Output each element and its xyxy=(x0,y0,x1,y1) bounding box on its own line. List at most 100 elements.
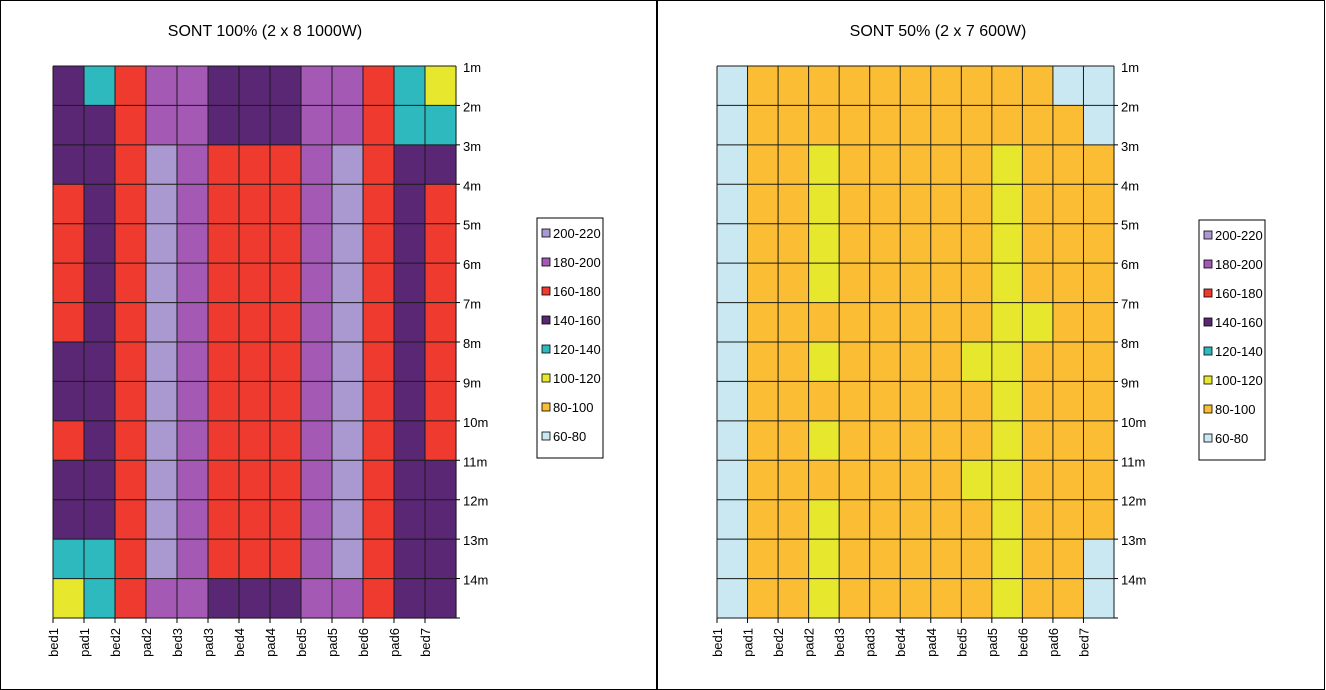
heatmap-cell xyxy=(1052,184,1085,225)
heatmap-cell xyxy=(146,420,178,461)
heatmap-cell xyxy=(363,302,395,343)
heatmap-cell xyxy=(808,144,840,185)
heatmap-cell xyxy=(900,539,932,580)
heatmap-cell xyxy=(394,539,426,580)
heatmap-cell xyxy=(808,105,840,146)
heatmap-cell xyxy=(208,539,240,580)
heatmap-cell xyxy=(301,105,333,146)
heatmap-cell xyxy=(239,144,271,185)
heatmap-cell xyxy=(146,460,178,501)
heatmap-cell xyxy=(747,105,779,146)
heatmap-cell xyxy=(961,460,993,501)
heatmap-cell xyxy=(808,460,840,501)
heatmap-cell xyxy=(363,144,395,185)
heatmap-cell xyxy=(961,499,993,540)
heatmap-cell xyxy=(84,184,116,225)
x-tick-label: pad3 xyxy=(863,628,878,657)
legend-swatch xyxy=(1203,433,1213,443)
heatmap-cell xyxy=(84,66,116,107)
y-tick-label: 1m xyxy=(1121,60,1139,75)
x-tick-label: pad5 xyxy=(985,628,1000,657)
heatmap-cell xyxy=(717,420,749,461)
heatmap-cell xyxy=(961,302,993,343)
heatmap-cell xyxy=(363,342,395,383)
heatmap-cell xyxy=(808,263,840,304)
heatmap-cell xyxy=(115,578,147,619)
heatmap-cell xyxy=(394,66,426,107)
legend-label: 200-220 xyxy=(553,226,601,241)
heatmap-cell xyxy=(425,342,457,383)
heatmap-cell xyxy=(1083,105,1115,146)
x-tick-label: bed6 xyxy=(1015,628,1030,657)
heatmap-cell xyxy=(747,66,779,107)
legend-label: 120-140 xyxy=(553,342,601,357)
heatmap-cell xyxy=(363,460,395,501)
y-tick-label: 7m xyxy=(1121,297,1139,312)
heatmap-cell xyxy=(363,578,395,619)
heatmap-cell xyxy=(146,66,178,107)
heatmap-cell xyxy=(717,302,749,343)
heatmap-cell xyxy=(53,342,85,383)
heatmap-cell xyxy=(115,66,147,107)
heatmap-cell xyxy=(930,263,962,304)
heatmap-cell xyxy=(146,263,178,304)
heatmap-cell xyxy=(1022,420,1054,461)
heatmap-cell xyxy=(717,66,749,107)
heatmap-cell xyxy=(301,460,333,501)
heatmap-cell xyxy=(1083,342,1115,383)
legend-swatch xyxy=(541,286,551,296)
heatmap-cell xyxy=(177,342,209,383)
heatmap-cell xyxy=(146,184,178,225)
heatmap-cell xyxy=(778,223,810,264)
heatmap-cell xyxy=(332,499,364,540)
heatmap-cell xyxy=(239,460,271,501)
x-tick-label: pad5 xyxy=(325,628,340,657)
x-tick-label: bed3 xyxy=(170,628,185,657)
heatmap-cell xyxy=(991,184,1023,225)
heatmap-cell xyxy=(115,420,147,461)
heatmap-cell xyxy=(900,499,932,540)
heatmap-cell xyxy=(332,460,364,501)
heatmap-cell xyxy=(53,223,85,264)
heatmap-cell xyxy=(747,144,779,185)
heatmap-cell xyxy=(363,499,395,540)
heatmap-cell xyxy=(270,144,302,185)
heatmap-cell xyxy=(991,578,1023,619)
y-tick-label: 4m xyxy=(1121,178,1139,193)
y-tick-label: 12m xyxy=(463,494,488,509)
heatmap-cell xyxy=(84,144,116,185)
heatmap-cell xyxy=(1052,263,1085,304)
heatmap-cell xyxy=(1083,578,1115,619)
heatmap-cell xyxy=(1022,184,1054,225)
heatmap-cell xyxy=(961,342,993,383)
y-tick-label: 13m xyxy=(1121,533,1146,548)
heatmap-cell xyxy=(778,381,810,422)
heatmap-cell xyxy=(146,539,178,580)
legend-swatch xyxy=(541,431,551,441)
heatmap-cell xyxy=(84,460,116,501)
heatmap-cell xyxy=(84,420,116,461)
y-tick-label: 5m xyxy=(463,218,481,233)
heatmap-cell xyxy=(991,302,1023,343)
heatmap-cell xyxy=(1052,381,1085,422)
heatmap-cell xyxy=(778,460,810,501)
x-tick-label: bed3 xyxy=(832,628,847,657)
heatmap-cell xyxy=(208,263,240,304)
heatmap-cell xyxy=(900,460,932,501)
heatmap-cell xyxy=(1083,223,1115,264)
heatmap-cell xyxy=(839,420,871,461)
heatmap-cell xyxy=(208,105,240,146)
legend-swatch xyxy=(1203,404,1213,414)
heatmap-cell xyxy=(717,105,749,146)
heatmap-cell xyxy=(839,66,871,107)
heatmap-cell xyxy=(961,420,993,461)
heatmap-cell xyxy=(301,144,333,185)
heatmap-cell xyxy=(1022,381,1054,422)
heatmap-cell xyxy=(332,223,364,264)
x-tick-label: pad1 xyxy=(77,628,92,657)
heatmap-cell xyxy=(425,263,457,304)
heatmap-cell xyxy=(177,460,209,501)
heatmap-cell xyxy=(425,144,457,185)
y-tick-label: 10m xyxy=(463,415,488,430)
heatmap-cell xyxy=(930,223,962,264)
